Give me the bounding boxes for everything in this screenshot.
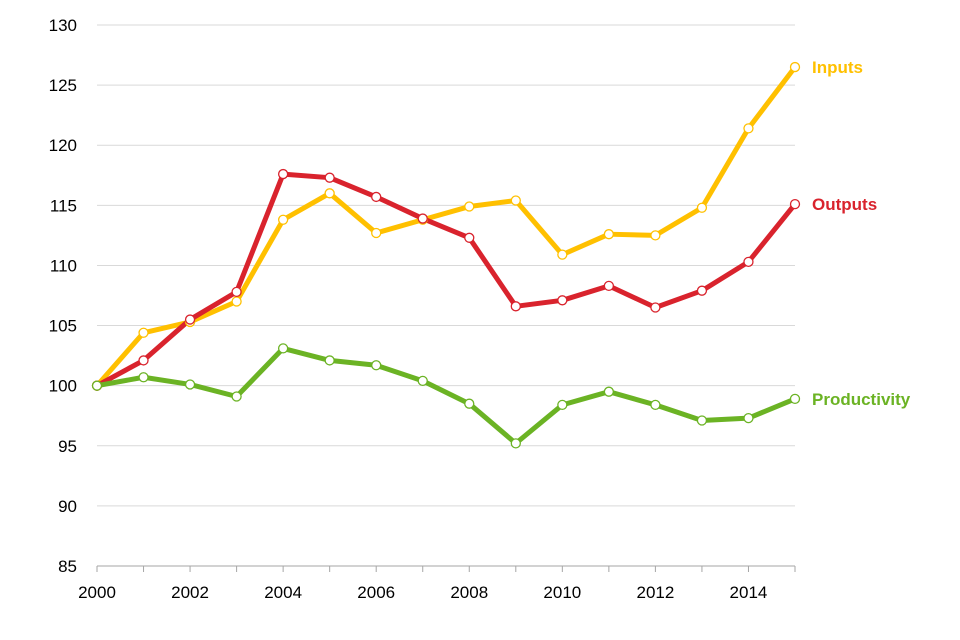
data-point-outputs-2012 xyxy=(650,302,661,313)
y-tick-label-85: 85 xyxy=(58,557,77,576)
grid-lines xyxy=(97,24,795,507)
data-point-outputs-2014 xyxy=(743,256,754,267)
data-point-outputs-2006 xyxy=(371,191,382,203)
x-tick-label-2008: 2008 xyxy=(450,583,488,602)
series-line-outputs xyxy=(94,171,798,389)
x-tick-label-2006: 2006 xyxy=(357,583,395,602)
series-line-productivity xyxy=(94,345,798,446)
data-point-inputs-2010 xyxy=(557,249,568,260)
series-lines xyxy=(91,61,801,449)
data-point-productivity-2007 xyxy=(417,375,428,387)
y-tick-label-125: 125 xyxy=(49,76,77,95)
y-tick-label-95: 95 xyxy=(58,437,77,456)
data-point-inputs-2008 xyxy=(464,201,475,212)
data-point-productivity-2012 xyxy=(650,399,661,411)
data-point-outputs-2010 xyxy=(557,295,568,306)
y-tick-label-110: 110 xyxy=(50,256,77,275)
data-point-inputs-2005 xyxy=(324,188,335,199)
data-point-productivity-2005 xyxy=(324,355,335,366)
y-axis-tick-labels: 85 90 95 100 105 110 115 120 125 130 xyxy=(49,16,77,576)
data-point-productivity-2014 xyxy=(743,412,754,424)
data-point-outputs-2003 xyxy=(231,286,242,298)
x-tick-label-2000: 2000 xyxy=(78,583,116,602)
data-point-inputs-2013 xyxy=(696,202,708,213)
data-point-outputs-2009 xyxy=(510,301,521,312)
x-tick-label-2004: 2004 xyxy=(264,583,302,602)
data-point-outputs-2013 xyxy=(696,285,708,296)
data-point-inputs-2003 xyxy=(231,296,242,307)
data-point-productivity-2010 xyxy=(557,399,568,411)
data-point-inputs-2012 xyxy=(650,230,661,241)
series-label-productivity: Productivity xyxy=(812,390,911,409)
data-point-inputs-2015 xyxy=(789,61,801,73)
series-labels: Inputs Outputs Productivity xyxy=(812,58,911,409)
x-tick-label-2012: 2012 xyxy=(636,583,674,602)
data-point-outputs-2001 xyxy=(138,355,149,366)
data-point-productivity-2015 xyxy=(789,393,801,405)
data-point-productivity-2011 xyxy=(603,386,615,397)
data-point-inputs-2004 xyxy=(277,214,289,225)
y-tick-label-130: 130 xyxy=(49,16,77,35)
x-axis-tick-labels: 2000 2002 2004 2006 2008 2010 2012 2014 xyxy=(78,583,767,602)
y-tick-label-115: 115 xyxy=(50,196,77,215)
data-point-outputs-2004 xyxy=(277,168,289,180)
data-point-outputs-2002 xyxy=(184,314,196,325)
data-point-productivity-2006 xyxy=(371,360,382,371)
data-point-inputs-2006 xyxy=(371,227,382,239)
data-point-inputs-2011 xyxy=(603,229,615,240)
data-point-productivity-2002 xyxy=(184,379,196,390)
y-tick-label-105: 105 xyxy=(49,317,77,336)
y-tick-label-120: 120 xyxy=(49,136,77,155)
data-point-productivity-2013 xyxy=(696,415,708,426)
data-point-productivity-2001 xyxy=(138,372,149,383)
data-point-productivity-2009 xyxy=(510,438,521,449)
data-point-outputs-2015 xyxy=(789,198,801,210)
y-tick-label-100: 100 xyxy=(49,377,77,396)
x-tick-label-2010: 2010 xyxy=(543,583,581,602)
series-label-inputs: Inputs xyxy=(812,58,863,77)
data-point-productivity-2008 xyxy=(464,398,475,409)
series-line-inputs xyxy=(94,64,798,389)
x-tick-label-2014: 2014 xyxy=(730,583,768,602)
y-tick-label-90: 90 xyxy=(58,497,77,516)
data-point-productivity-2004 xyxy=(277,343,289,354)
data-point-productivity-2003 xyxy=(231,391,242,402)
x-tick-label-2002: 2002 xyxy=(171,583,209,602)
data-point-inputs-2001 xyxy=(138,327,149,338)
data-point-inputs-2014 xyxy=(743,123,754,134)
data-point-inputs-2009 xyxy=(510,195,521,206)
data-point-outputs-2008 xyxy=(464,232,475,243)
x-axis xyxy=(96,565,796,572)
data-point-outputs-2007 xyxy=(417,213,428,224)
series-label-outputs: Outputs xyxy=(812,195,877,214)
data-point-outputs-2011 xyxy=(603,280,615,292)
data-point-outputs-2005 xyxy=(324,172,335,183)
data-point-productivity-2000 xyxy=(91,380,103,391)
